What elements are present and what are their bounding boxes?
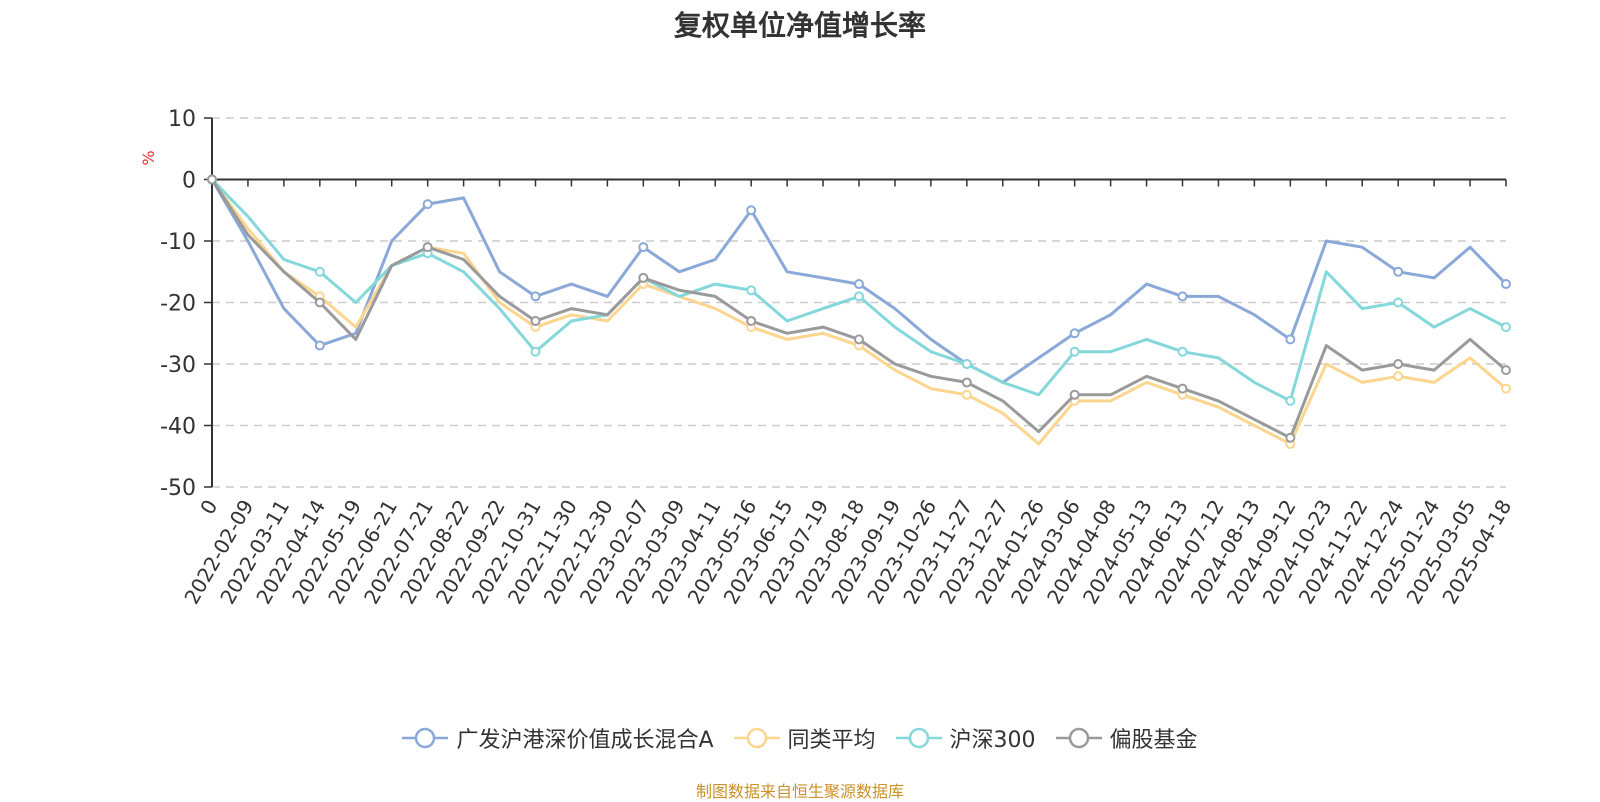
series-3-point	[1393, 297, 1404, 308]
series-4-point	[854, 334, 864, 345]
series-3-point	[1177, 346, 1188, 357]
series-4-point	[314, 297, 325, 308]
line-chart: 100-10-20-30-40-50%02022-02-092022-03-11…	[139, 107, 1516, 608]
series-4-point	[961, 377, 972, 388]
series-1-point	[746, 205, 757, 216]
series-1-point	[1177, 291, 1188, 302]
legend-circle-icon	[895, 727, 942, 749]
series-1-point	[530, 291, 541, 302]
y-axis-label: %	[139, 150, 158, 165]
series-4-point	[422, 242, 433, 253]
legend-item[interactable]: 广发沪港深价值成长混合A	[402, 722, 714, 754]
series-3-point	[530, 346, 541, 357]
series-3-point	[854, 291, 864, 302]
y-tick-label: 0	[182, 169, 196, 194]
series-4-point	[746, 315, 757, 326]
series-line-2	[210, 178, 1507, 446]
series-3-point	[1069, 346, 1080, 357]
legend-circle-icon	[1055, 727, 1102, 749]
chart-title: 复权单位净值增长率	[673, 9, 926, 42]
series-1-point	[422, 199, 433, 210]
series-2-point	[961, 389, 972, 400]
legend-circle-icon	[402, 727, 449, 749]
series-4-point	[1501, 365, 1511, 376]
series-1-point	[1393, 266, 1404, 277]
series-4-point	[638, 272, 649, 283]
series-2-point	[1501, 383, 1511, 394]
y-tick-label: -20	[160, 292, 196, 317]
series-1-point	[1069, 328, 1080, 339]
series-line-3	[210, 178, 1507, 403]
series-1-point	[314, 340, 325, 351]
data-source-footer: 制图数据来自恒生聚源数据库	[695, 782, 904, 801]
legend-item[interactable]: 沪深300	[895, 722, 1036, 754]
legend-circle-icon	[733, 727, 780, 749]
series-4-point	[530, 315, 541, 326]
series-1-point	[1501, 279, 1511, 290]
series-4-point	[1069, 389, 1080, 400]
series-3-point	[1285, 395, 1296, 406]
legend-item[interactable]: 偏股基金	[1055, 722, 1198, 754]
series-3-point	[314, 266, 325, 277]
legend-label: 偏股基金	[1109, 728, 1198, 753]
legend: 广发沪港深价值成长混合A 同类平均 沪深300 偏股基金	[0, 720, 1600, 756]
series-1-point	[1285, 334, 1296, 345]
legend-label: 同类平均	[787, 728, 876, 753]
series-3-point	[1501, 322, 1511, 333]
series-1-point	[854, 279, 864, 290]
series-3-point	[746, 285, 757, 296]
series-4-point	[1177, 383, 1188, 394]
y-tick-label: -10	[160, 230, 196, 255]
y-tick-label: -40	[160, 415, 196, 440]
y-tick-label: -50	[160, 476, 196, 501]
series-2-point	[1393, 371, 1404, 382]
series-4-point	[1393, 359, 1404, 369]
series-4-point	[207, 174, 217, 185]
series-3-point	[961, 359, 972, 369]
legend-label: 广发沪港深价值成长混合A	[456, 728, 714, 753]
series-4-point	[1285, 432, 1296, 443]
y-tick-label: -30	[160, 353, 196, 378]
legend-item[interactable]: 同类平均	[733, 722, 876, 754]
series-1-point	[638, 242, 649, 253]
x-tick-label: 0	[195, 496, 222, 519]
y-tick-label: 10	[168, 107, 196, 132]
legend-label: 沪深300	[949, 728, 1036, 753]
